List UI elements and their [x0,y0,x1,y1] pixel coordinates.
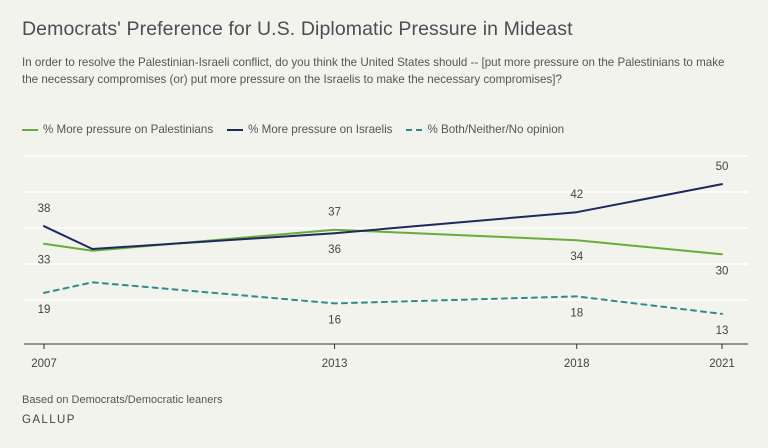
legend-label-palestinians: % More pressure on Palestinians [43,123,214,136]
data-label-series-0: 33 [38,255,51,267]
x-tick-label: 2007 [31,358,57,370]
footnote: Based on Democrats/Democratic leaners [22,394,223,406]
chart-subtitle: In order to resolve the Palestinian-Isra… [22,56,725,86]
data-label-series-1: 42 [570,189,583,201]
legend-swatch-neither [406,128,423,131]
legend-item-neither: % Both/Neither/No opinion [406,123,564,136]
legend-label-israelis: % More pressure on Israelis [248,123,393,136]
data-label-series-0: 34 [570,251,583,263]
data-label-series-2: 19 [38,304,51,316]
legend-swatch-palestinians [22,128,38,131]
series-line-2 [43,281,723,315]
legend-item-israelis: % More pressure on Israelis [227,123,392,136]
series-line-0 [43,228,723,256]
series-line-1 [43,183,723,250]
legend-label-neither: % Both/Neither/No opinion [427,123,565,136]
x-tick-label: 2013 [322,358,348,370]
legend-item-palestinians: % More pressure on Palestinians [22,123,213,136]
data-label-series-1: 50 [716,161,729,173]
data-label-series-2: 16 [328,314,341,326]
x-tick-label: 2018 [564,358,590,370]
data-label-series-1: 36 [328,244,341,256]
data-label-series-0: 30 [716,265,729,277]
legend: % More pressure on Palestinians % More p… [22,123,564,136]
x-tick-label: 2021 [709,358,735,370]
legend-swatch-israelis [227,128,244,131]
data-label-series-2: 18 [570,307,583,319]
chart-title: Democrats' Preference for U.S. Diplomati… [22,18,573,40]
data-label-series-0: 37 [328,207,341,219]
data-label-series-2: 13 [716,325,729,337]
data-label-series-1: 38 [38,203,51,215]
gallup-brand: GALLUP [22,414,76,426]
